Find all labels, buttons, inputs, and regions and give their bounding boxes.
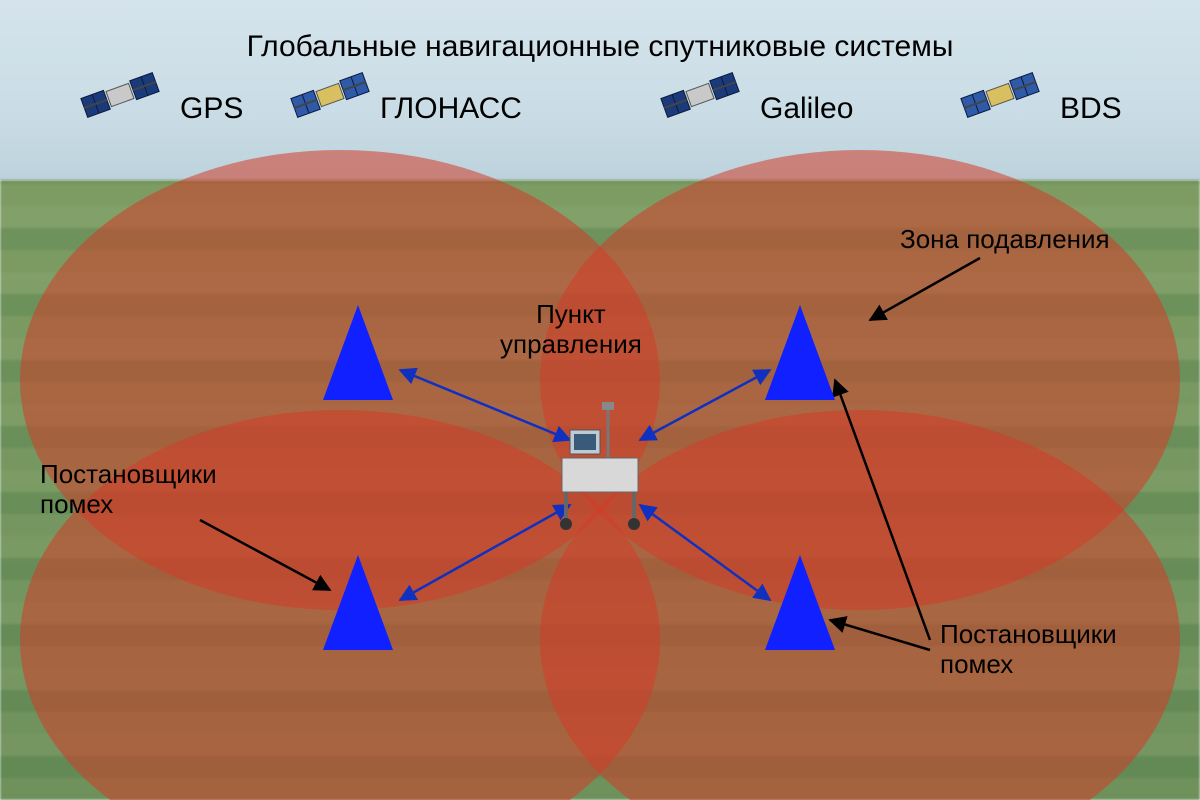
jammers-label-left: Постановщики помех xyxy=(40,460,217,520)
control-point-label: Пункт управления xyxy=(500,300,642,360)
satellite-label: Galileo xyxy=(760,92,853,126)
jammer-icon xyxy=(765,555,835,650)
diagram-stage: Глобальные навигационные спутниковые сис… xyxy=(0,0,1200,800)
jammer-icon xyxy=(323,555,393,650)
satellite-label: ГЛОНАСС xyxy=(380,92,522,126)
satellite-label: GPS xyxy=(180,92,243,126)
main-title: Глобальные навигационные спутниковые сис… xyxy=(0,30,1200,64)
satellite-label: BDS xyxy=(1060,92,1122,126)
sky-background xyxy=(0,0,1200,180)
jammer-icon xyxy=(323,305,393,400)
jammers-label-right: Постановщики помех xyxy=(940,620,1117,680)
zone-label: Зона подавления xyxy=(900,225,1110,255)
jammer-icon xyxy=(765,305,835,400)
